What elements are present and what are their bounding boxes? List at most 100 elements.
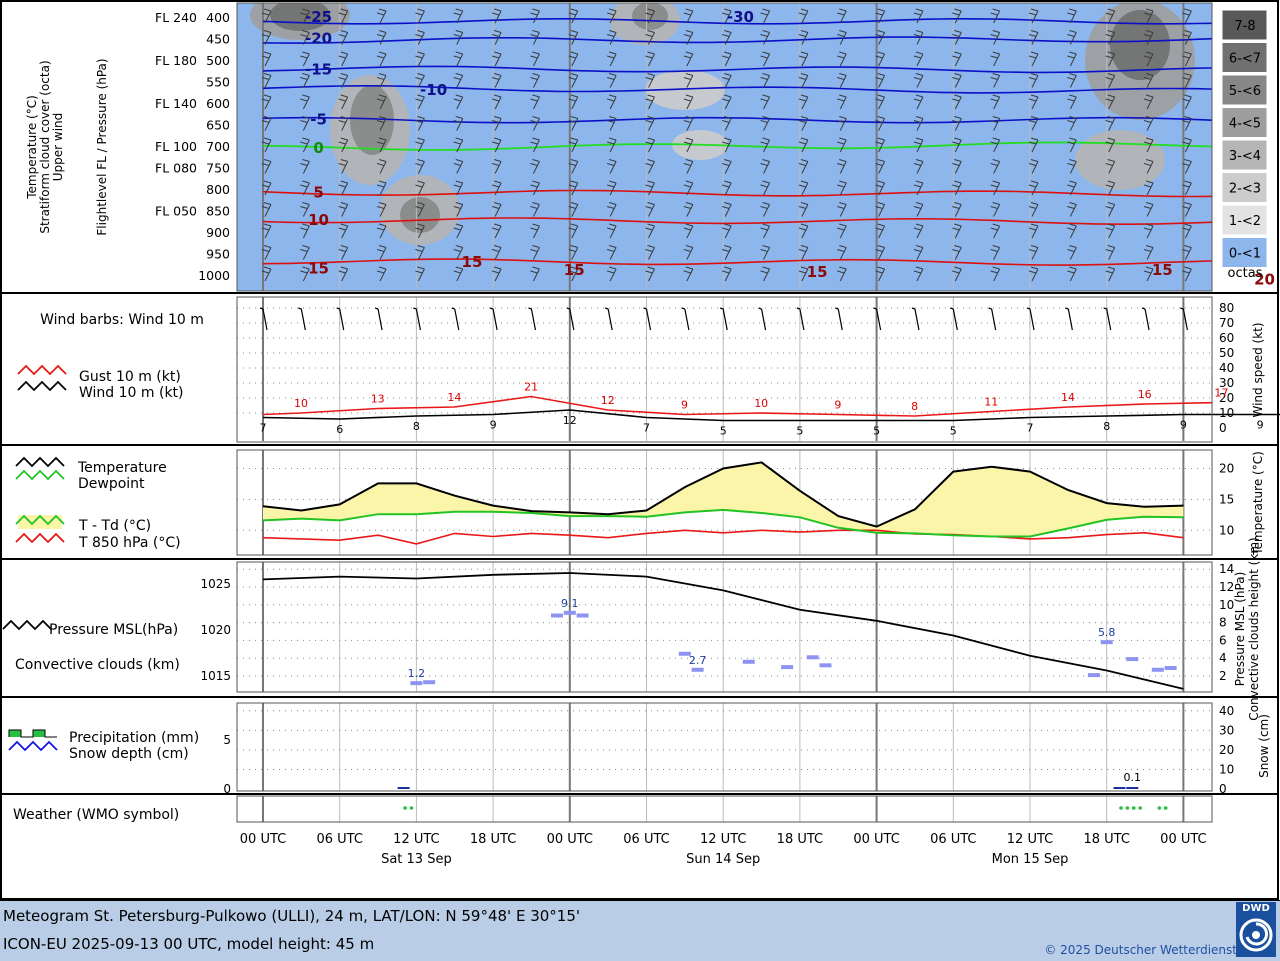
- wind-barb: [1103, 307, 1112, 331]
- wind-speed-tick-label: 50: [1219, 346, 1234, 360]
- wind-barb: [760, 266, 770, 282]
- cloud-legend-label: 5-<6: [1229, 84, 1261, 99]
- wind-barb: [568, 30, 579, 45]
- wind-barb: [645, 116, 655, 131]
- wind-barb: [913, 137, 924, 153]
- wind-barb: [835, 307, 843, 331]
- wind-barb: [261, 159, 272, 174]
- wind-barb: [415, 94, 425, 110]
- wind-barb: [300, 137, 310, 153]
- flight-level-label: FL 240: [155, 10, 197, 25]
- convective-height-tick-label: 6: [1219, 633, 1227, 647]
- wind-barb: [453, 94, 464, 110]
- wind-barb: [952, 116, 962, 131]
- time-tick-label: 06 UTC: [316, 832, 362, 847]
- wind-barb: [1143, 159, 1154, 174]
- convective-cloud-bar: [1087, 673, 1100, 678]
- wind-barb: [1067, 180, 1077, 196]
- wind-barb: [837, 137, 847, 153]
- wind-barb: [530, 116, 540, 131]
- wind-barb: [530, 180, 540, 196]
- snow-tick-label: 10: [1219, 762, 1234, 776]
- wind-barb: [913, 202, 924, 217]
- convective-cloud-bar: [806, 655, 819, 660]
- wind-barb: [338, 51, 349, 67]
- wind-barb: [683, 180, 694, 196]
- wind-barb: [376, 94, 387, 110]
- pressure-ylabel: Pressure MSL (hPa): [1233, 572, 1247, 687]
- wind-barb: [415, 245, 425, 260]
- wind-barb: [1067, 223, 1077, 239]
- wind-barb: [491, 223, 502, 239]
- wind-barb: [261, 266, 272, 282]
- wind-barb: [875, 30, 886, 45]
- wind-barb: [990, 51, 1001, 67]
- wind-barb: [1143, 94, 1154, 110]
- snow-tick-label: 30: [1219, 723, 1234, 737]
- wind-barb: [913, 180, 924, 196]
- wind-speed-tick-label: 10: [1219, 406, 1234, 420]
- snow-tick-label: 0: [1219, 782, 1227, 796]
- wind-barb: [952, 180, 962, 196]
- wind-value-label: 8: [1103, 420, 1110, 433]
- wind-barb: [568, 159, 579, 174]
- precip-bar: [397, 787, 410, 790]
- wind-barb: [645, 266, 655, 282]
- plot-frame: [236, 449, 1213, 556]
- wind-barb: [913, 223, 924, 239]
- wind-barb: [952, 137, 962, 153]
- gust-value-label: 17: [1214, 387, 1228, 400]
- convective-cloud-label: 1.2: [408, 667, 426, 680]
- wind-barb: [1141, 307, 1150, 331]
- cloud-cover-patch: [632, 3, 668, 30]
- wind-barb: [338, 180, 349, 196]
- wind-barb: [875, 137, 886, 153]
- cloud-legend-unit: octas: [1228, 266, 1263, 281]
- wind-barb: [990, 180, 1001, 196]
- wind-barb: [413, 307, 421, 331]
- gust-value-label: 10: [754, 397, 768, 410]
- outer-frame: [0, 0, 1279, 900]
- convective-height-tick-label: 8: [1219, 616, 1227, 630]
- wind-barb: [683, 137, 694, 153]
- wind-barb: [298, 307, 306, 331]
- wind-barb: [837, 266, 847, 282]
- gust-value-label: 14: [447, 391, 461, 404]
- wind-barb: [683, 116, 694, 131]
- wind-barb: [491, 8, 502, 24]
- wind-barb: [1105, 30, 1116, 45]
- wind-barb: [491, 159, 502, 174]
- wind-barb: [760, 223, 770, 239]
- copyright: © 2025 Deutscher Wetterdienst: [1044, 943, 1237, 957]
- convective-height-tick-label: 12: [1219, 580, 1234, 594]
- isotherm-label: 15: [564, 261, 585, 279]
- wind-barb: [1182, 223, 1192, 239]
- wind-barb: [913, 94, 924, 110]
- wind-barb: [300, 202, 310, 217]
- wind-barb: [952, 266, 962, 282]
- cloud-legend-label: 4-<5: [1229, 117, 1261, 132]
- wind-barb: [489, 307, 498, 331]
- gust-value-label: 13: [371, 393, 385, 406]
- wind-barb: [1182, 73, 1192, 88]
- wind-barb: [760, 116, 770, 131]
- wind-barb: [722, 159, 732, 174]
- convective-cloud-bar: [1151, 667, 1164, 672]
- wind-barb: [415, 223, 425, 239]
- wind-barb: [760, 73, 770, 88]
- cloud-legend-label: 3-<4: [1229, 149, 1261, 164]
- gust-legend-label: Gust 10 m (kt): [79, 369, 181, 385]
- wind-barb: [261, 137, 272, 153]
- snow-tick-label: 20: [1219, 743, 1234, 757]
- wind-barb: [798, 245, 809, 260]
- cloud-legend-swatch: [1221, 172, 1268, 203]
- wind-barb: [798, 51, 809, 67]
- wind-barb: [376, 116, 387, 131]
- convective-cloud-bar: [678, 651, 691, 656]
- wind-barb: [261, 8, 272, 24]
- wind-barb: [338, 137, 349, 153]
- pressure-tick-label: 650: [206, 118, 230, 133]
- wind-barb: [415, 30, 425, 45]
- wind-value-label: 6: [336, 423, 343, 436]
